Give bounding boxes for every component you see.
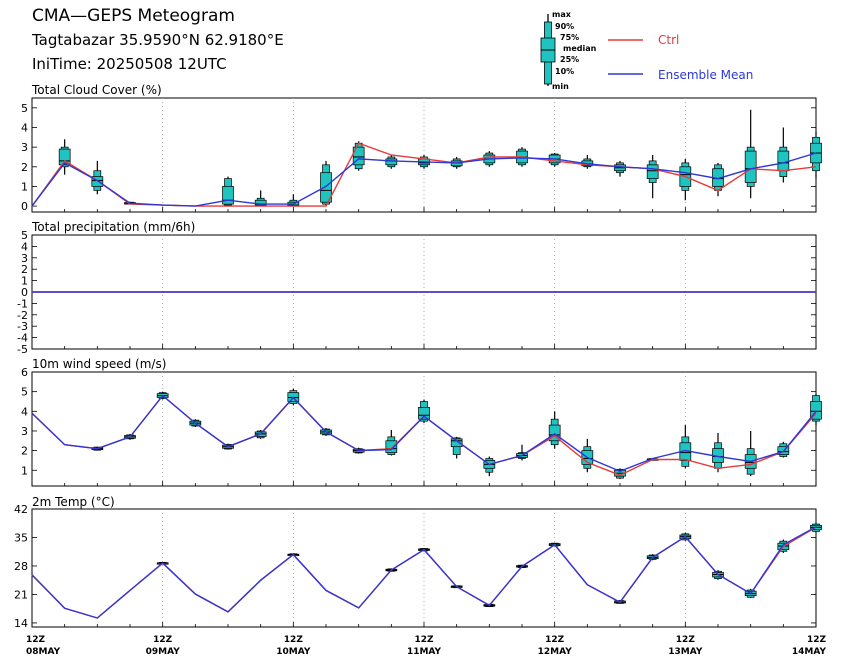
x-tick-hour: 12Z bbox=[676, 635, 696, 645]
x-tick-hour: 12Z bbox=[545, 635, 565, 645]
legend-box-label: 25% bbox=[560, 55, 579, 64]
x-tick-hour: 12Z bbox=[284, 635, 304, 645]
y-tick-label: -2 bbox=[17, 309, 28, 322]
panel-title: 10m wind speed (m/s) bbox=[32, 357, 166, 371]
x-tick-date: 13MAY bbox=[668, 647, 703, 657]
legend-box-label: 10% bbox=[555, 67, 574, 76]
ensemble-mean-line bbox=[31, 526, 817, 619]
legend-ctrl-label: Ctrl bbox=[658, 33, 679, 47]
y-tick-label: 4 bbox=[21, 240, 28, 253]
x-tick-hour: 12Z bbox=[153, 635, 173, 645]
y-tick-label: 42 bbox=[14, 503, 28, 516]
y-tick-label: 5 bbox=[21, 386, 28, 399]
x-tick-date: 09MAY bbox=[146, 647, 181, 657]
box-inner bbox=[58, 148, 71, 166]
y-tick-label: 3 bbox=[21, 425, 28, 438]
x-tick-date: 11MAY bbox=[407, 647, 442, 657]
legend-box-label: min bbox=[552, 82, 569, 91]
y-tick-label: 5 bbox=[21, 102, 28, 115]
page-title: CMA—GEPS Meteogram bbox=[32, 6, 235, 26]
box-inner bbox=[320, 172, 332, 203]
y-tick-label: 14 bbox=[14, 617, 28, 630]
station-location: Tagtabazar 35.9590°N 62.9180°E bbox=[32, 31, 284, 49]
box-inner bbox=[385, 158, 398, 166]
box-inner bbox=[254, 199, 267, 206]
x-tick-date: 10MAY bbox=[276, 647, 311, 657]
y-tick-label: 0 bbox=[21, 286, 28, 299]
y-tick-label: 5 bbox=[21, 229, 28, 242]
panel-title: Total precipitation (mm/6h) bbox=[31, 220, 195, 234]
ctrl-line bbox=[31, 526, 817, 619]
box-inner bbox=[450, 438, 463, 448]
y-tick-label: 1 bbox=[21, 180, 28, 193]
y-tick-label: 6 bbox=[21, 366, 28, 379]
box-inner bbox=[418, 407, 430, 420]
box-inner bbox=[548, 424, 561, 442]
y-tick-label: 2 bbox=[21, 161, 28, 174]
y-tick-label: 1 bbox=[21, 464, 28, 477]
legend-mean-label: Ensemble Mean bbox=[658, 68, 753, 82]
y-tick-label: 28 bbox=[14, 560, 28, 573]
box-inner bbox=[744, 150, 757, 183]
init-time: IniTime: 20250508 12UTC bbox=[32, 55, 227, 73]
legend-box-label: 75% bbox=[560, 33, 579, 42]
y-tick-label: 3 bbox=[21, 141, 28, 154]
legend-box-label: 90% bbox=[555, 22, 574, 31]
y-tick-label: 2 bbox=[21, 445, 28, 458]
box-inner bbox=[352, 146, 365, 166]
box-inner bbox=[222, 186, 234, 205]
y-tick-label: -1 bbox=[17, 297, 28, 310]
y-tick-label: 2 bbox=[21, 263, 28, 276]
ensemble-mean-line bbox=[31, 394, 817, 473]
box-inner bbox=[810, 401, 822, 420]
y-tick-label: 21 bbox=[14, 588, 28, 601]
y-tick-label: 0 bbox=[21, 200, 28, 213]
ensemble-mean-line bbox=[31, 152, 817, 207]
x-tick-hour: 12Z bbox=[26, 635, 46, 645]
x-tick-hour: 12Z bbox=[807, 635, 827, 645]
x-tick-date: 14MAY bbox=[792, 647, 827, 657]
y-tick-label: 35 bbox=[14, 531, 28, 544]
y-tick-label: -4 bbox=[17, 332, 28, 345]
legend-box-label: median bbox=[563, 44, 597, 53]
y-tick-label: -3 bbox=[17, 320, 28, 333]
y-tick-label: -5 bbox=[17, 343, 28, 356]
box-inner bbox=[646, 164, 659, 179]
box-inner bbox=[91, 176, 104, 187]
y-tick-label: 4 bbox=[21, 405, 28, 418]
legend-box-label: max bbox=[552, 10, 572, 19]
y-tick-label: 3 bbox=[21, 252, 28, 265]
panel-title: 2m Temp (°C) bbox=[32, 495, 115, 509]
panel-title: Total Cloud Cover (%) bbox=[31, 83, 162, 97]
y-tick-label: 1 bbox=[21, 275, 28, 288]
box-inner bbox=[385, 440, 398, 453]
x-tick-hour: 12Z bbox=[414, 635, 434, 645]
y-tick-label: 4 bbox=[21, 121, 28, 134]
box-inner bbox=[777, 150, 790, 172]
x-tick-date: 12MAY bbox=[538, 647, 573, 657]
x-tick-date: 08MAY bbox=[26, 647, 61, 657]
